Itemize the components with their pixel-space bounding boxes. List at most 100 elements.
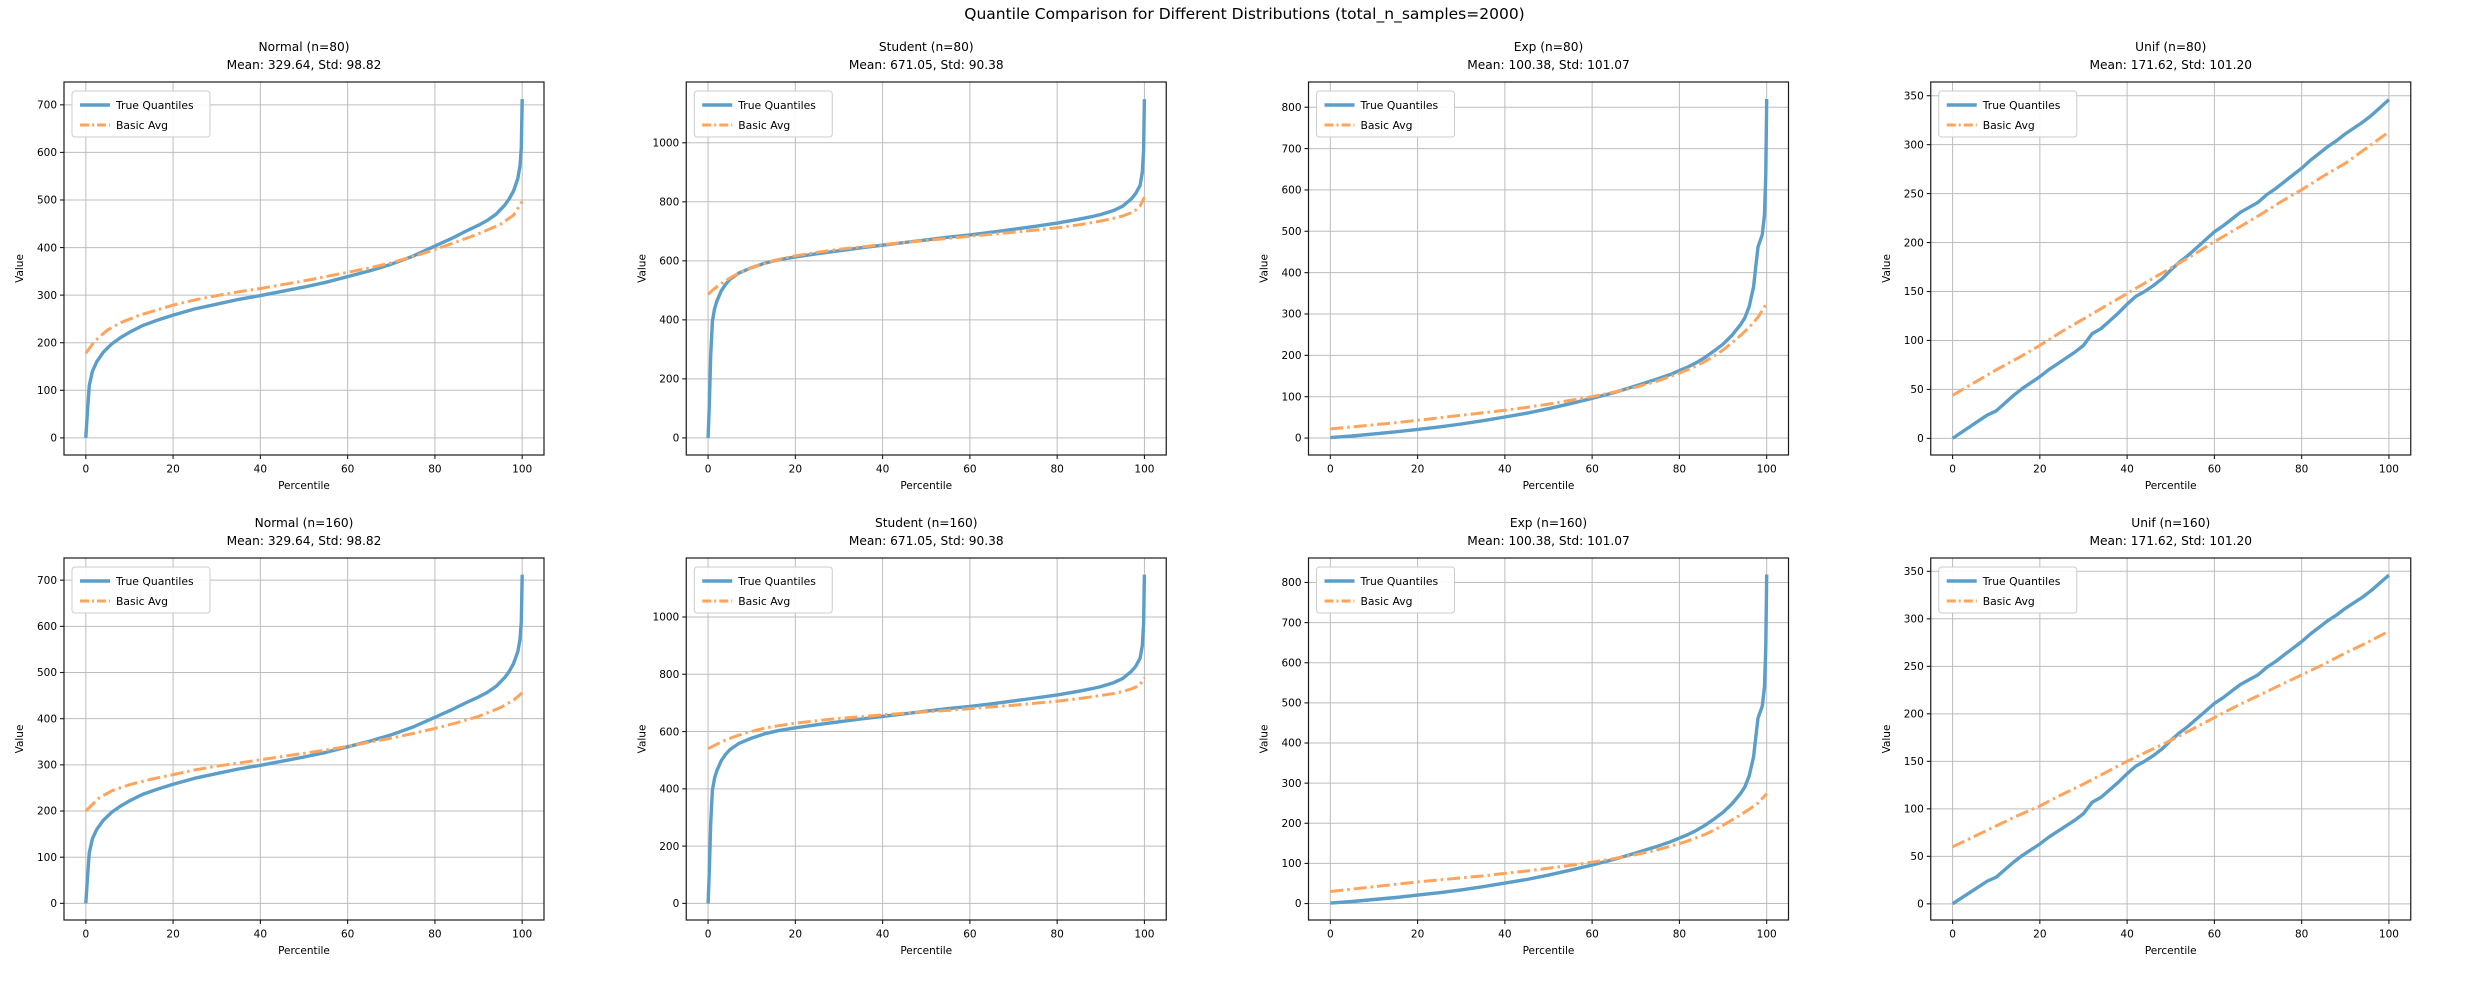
subplot-subtitle: Mean: 171.62, Std: 101.20 [2090,58,2252,72]
legend: True Quantiles Basic Avg [1938,566,2078,614]
x-tick-label: 20 [1411,464,1424,476]
x-axis-label: Percentile [1523,480,1575,492]
subplot-exp-n160: 0 20 40 60 80 100 0 100 200 300 400 500 600 700 800 Exp… [1259,516,1790,957]
y-tick-label: 700 [1281,143,1301,155]
tick-marks [1926,95,2390,459]
y-tick-label: 500 [1281,226,1301,238]
axes-spines [1307,557,1790,921]
legend-box [1938,90,2078,138]
y-tick-label: 200 [659,374,679,386]
y-tick-label: 800 [1281,577,1301,589]
legend: True Quantiles Basic Avg [1938,90,2078,138]
y-tick-label: 150 [1904,286,1924,298]
legend-true-quantiles-label: True Quantiles [737,99,816,112]
legend-basic-avg-label: Basic Avg [1983,595,2035,608]
y-tick-label: 100 [1281,858,1301,870]
x-axis-label: Percentile [1523,945,1575,957]
legend-true-quantiles-label: True Quantiles [737,575,816,588]
subplot-subtitle: Mean: 671.05, Std: 90.38 [849,534,1004,548]
y-tick-label: 200 [1904,709,1924,721]
tick-labels: 0 20 40 60 80 100 0 50 100 150 200 250 300 350 [1904,90,2399,475]
subplot-subtitle: Mean: 671.05, Std: 90.38 [849,58,1004,72]
tick-marks [682,142,1145,459]
y-axis-label: Value [1881,254,1893,283]
plot-background [686,558,1167,920]
y-tick-label: 300 [1281,778,1301,790]
y-axis-label: Value [636,725,648,754]
basic-avg-line [707,196,1146,296]
legend-true-quantiles-label: True Quantiles [115,99,194,112]
x-tick-label: 100 [1134,464,1154,476]
tick-marks [682,616,1145,924]
basic-avg-line [1951,130,2390,397]
y-tick-label: 800 [1281,102,1301,114]
y-tick-label: 0 [1917,899,1924,911]
y-axis-label: Value [1259,725,1271,754]
x-tick-label: 0 [82,929,89,941]
grid-lines [686,558,1167,920]
subplot-title: Normal (n=160) [255,516,354,530]
x-tick-label: 60 [963,464,976,476]
y-tick-label: 300 [37,760,57,772]
legend-box [71,566,211,614]
y-tick-label: 100 [1281,391,1301,403]
tick-marks [1926,570,2390,924]
figure-suptitle: Quantile Comparison for Different Distri… [964,5,1525,23]
subplot-normal-n160: 0 20 40 60 80 100 0 100 200 300 400 500 600 700 Normal… [14,516,545,957]
y-tick-label: 250 [1904,661,1924,673]
y-tick-label: 400 [1281,267,1301,279]
subplot-subtitle: Mean: 100.38, Std: 101.07 [1467,58,1629,72]
plot-background [1308,82,1789,455]
y-tick-label: 700 [37,100,57,112]
legend-box [71,90,211,138]
plot-background [64,558,544,920]
x-tick-label: 40 [254,464,267,476]
axes-spines [1307,81,1790,456]
tick-marks [1304,581,1768,924]
legend-true-quantiles-label: True Quantiles [1360,575,1439,588]
legend-basic-avg-label: Basic Avg [1361,595,1413,608]
true-quantiles-line [84,99,524,439]
y-tick-label: 300 [37,290,57,302]
axes-spines [63,81,545,456]
x-axis-label: Percentile [278,945,330,957]
y-tick-label: 500 [37,195,57,207]
y-axis-label: Value [14,254,26,283]
legend-basic-avg-label: Basic Avg [1983,119,2035,132]
y-tick-label: 200 [37,337,57,349]
x-tick-label: 0 [1327,929,1334,941]
basic-avg-line [1330,792,1768,893]
y-tick-label: 600 [1281,185,1301,197]
x-tick-label: 40 [254,929,267,941]
y-tick-label: 1000 [653,612,680,624]
axes-spines [1930,81,2412,456]
y-tick-label: 300 [1904,614,1924,626]
y-axis-label: Value [636,254,648,283]
x-tick-label: 0 [82,464,89,476]
x-tick-label: 100 [2379,929,2399,941]
x-tick-label: 20 [789,929,802,941]
x-tick-label: 60 [2208,464,2221,476]
legend: True Quantiles Basic Avg [1316,566,1455,614]
x-tick-label: 80 [1673,929,1686,941]
x-tick-label: 100 [2379,464,2399,476]
x-tick-label: 60 [963,929,976,941]
y-tick-label: 0 [50,433,57,445]
basic-avg-line [84,691,524,813]
subplot-title: Student (n=80) [879,40,974,54]
grid-lines [64,558,544,920]
subplot-subtitle: Mean: 329.64, Std: 98.82 [227,534,382,548]
y-tick-label: 200 [659,841,679,853]
y-tick-label: 700 [1281,617,1301,629]
y-tick-label: 0 [50,898,57,910]
tick-labels: 0 20 40 60 80 100 0 50 100 150 200 250 300 350 [1904,566,2399,940]
y-tick-label: 200 [1281,350,1301,362]
y-tick-label: 250 [1904,188,1924,200]
y-tick-label: 800 [659,197,679,209]
x-tick-label: 60 [341,929,354,941]
y-tick-label: 200 [1904,237,1924,249]
